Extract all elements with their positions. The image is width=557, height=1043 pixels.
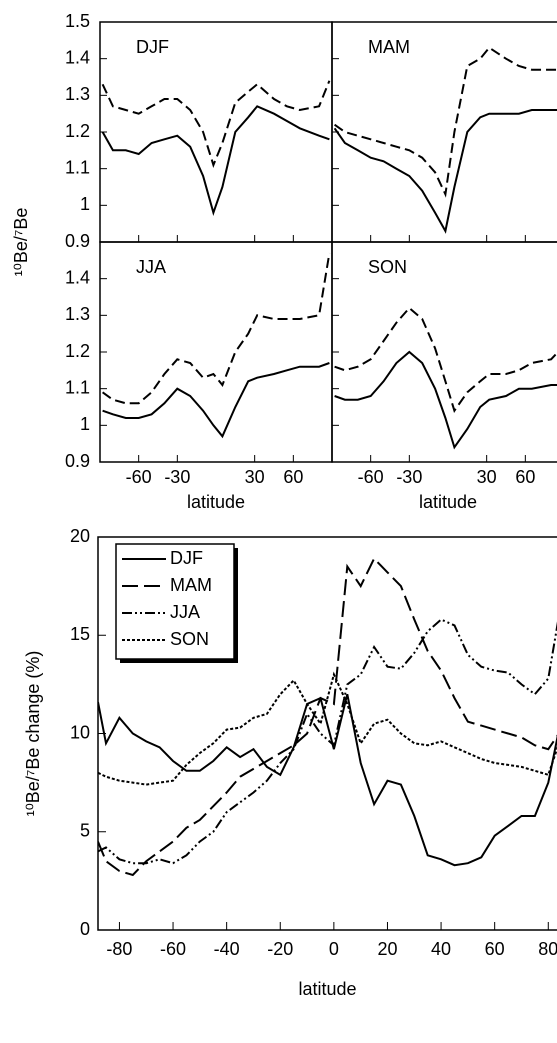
y-axis-label: ¹⁰Be/⁷Be change (%) <box>23 651 43 817</box>
x-tick-label: -60 <box>358 467 384 487</box>
y-tick-label: 1.4 <box>65 47 90 67</box>
panel-label: SON <box>368 257 407 277</box>
x-tick-label: 60 <box>283 467 303 487</box>
y-tick-label: 1 <box>80 414 90 434</box>
data-line <box>98 671 557 786</box>
y-tick-label: 1.5 <box>65 11 90 31</box>
panel-frame <box>331 241 557 463</box>
panel-frame <box>331 21 557 243</box>
data-line <box>98 618 557 865</box>
panel-label: DJF <box>136 37 169 57</box>
x-tick-label: -60 <box>126 467 152 487</box>
y-tick-label: 1.3 <box>65 304 90 324</box>
x-tick-label: 60 <box>485 939 505 959</box>
legend-label: SON <box>170 629 209 649</box>
y-tick-label: 1.4 <box>65 267 90 287</box>
data-line <box>334 46 557 198</box>
legend-label: MAM <box>170 575 212 595</box>
x-tick-label: 30 <box>477 467 497 487</box>
y-tick-label: 1.1 <box>65 377 90 397</box>
y-tick-label: 1.2 <box>65 121 90 141</box>
y-tick-label: 1 <box>80 194 90 214</box>
x-tick-label: 60 <box>515 467 535 487</box>
y-tick-label: 15 <box>70 624 90 644</box>
legend-label: JJA <box>170 602 200 622</box>
data-line <box>333 109 557 234</box>
x-tick-label: 80 <box>538 939 557 959</box>
x-tick-label: -80 <box>106 939 132 959</box>
y-tick-label: 0.9 <box>65 451 90 471</box>
data-line <box>334 306 557 413</box>
x-tick-label: 30 <box>245 467 265 487</box>
x-tick-label: -30 <box>164 467 190 487</box>
y-axis-label: ¹⁰Be/⁷Be <box>11 208 31 277</box>
data-line <box>98 556 557 877</box>
data-line <box>102 252 331 405</box>
x-tick-label: -30 <box>396 467 422 487</box>
x-axis-label: latitude <box>187 492 245 512</box>
x-tick-label: 20 <box>377 939 397 959</box>
y-tick-label: 0.9 <box>65 231 90 251</box>
y-tick-label: 1.2 <box>65 341 90 361</box>
data-line <box>98 693 557 867</box>
y-tick-label: 0 <box>80 919 90 939</box>
panel-label: MAM <box>368 37 410 57</box>
y-tick-label: 20 <box>70 526 90 546</box>
x-tick-label: 40 <box>431 939 451 959</box>
data-line <box>101 80 331 168</box>
panel-label: JJA <box>136 257 166 277</box>
y-tick-label: 5 <box>80 821 90 841</box>
x-tick-label: -40 <box>214 939 240 959</box>
y-tick-label: 1.3 <box>65 84 90 104</box>
x-tick-label: 0 <box>329 939 339 959</box>
legend-box <box>115 543 235 660</box>
y-tick-label: 10 <box>70 722 90 742</box>
data-line <box>334 350 557 450</box>
data-line <box>101 105 330 217</box>
x-tick-label: -20 <box>267 939 293 959</box>
x-tick-label: -60 <box>160 939 186 959</box>
legend-label: DJF <box>170 548 203 568</box>
x-axis-label: latitude <box>419 492 477 512</box>
panel-frame <box>99 21 333 243</box>
y-tick-label: 1.1 <box>65 157 90 177</box>
data-line <box>102 362 330 439</box>
x-axis-label: latitude <box>298 979 356 999</box>
